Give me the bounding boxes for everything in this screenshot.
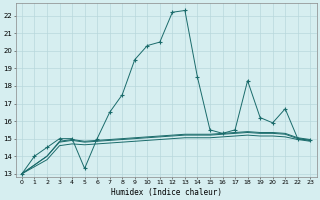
X-axis label: Humidex (Indice chaleur): Humidex (Indice chaleur) (111, 188, 221, 197)
